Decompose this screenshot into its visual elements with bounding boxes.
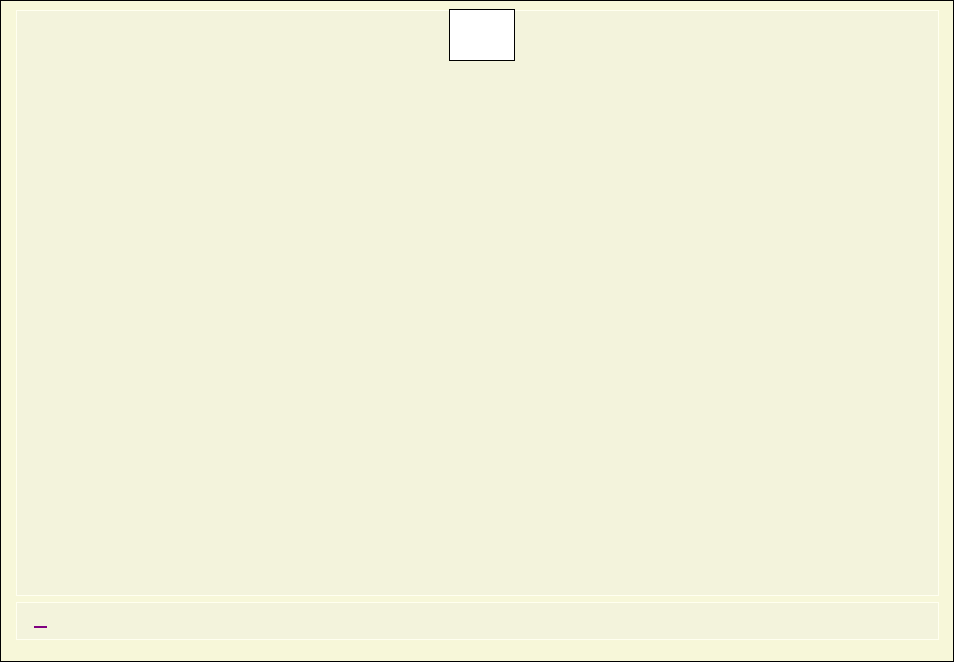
reference-map-set-box [449,9,515,61]
legend-item-locus [34,622,53,632]
map-panel-background [16,10,939,596]
locus-line-swatch [34,625,47,628]
legend-panel-background [16,602,939,640]
